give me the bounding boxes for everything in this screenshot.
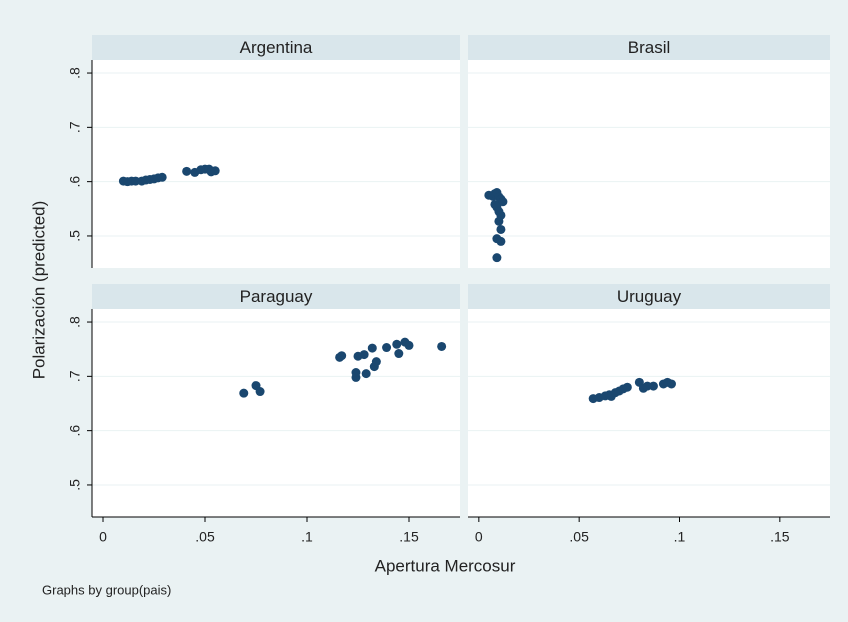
y-tick-label: .8	[67, 67, 83, 79]
note: Graphs by group(pais)	[42, 582, 171, 597]
point	[492, 253, 502, 263]
point	[337, 351, 347, 361]
panel-header	[92, 284, 460, 309]
panel-title: Brasil	[628, 38, 671, 57]
plot-area	[468, 309, 830, 517]
point	[494, 216, 504, 226]
point	[210, 166, 220, 176]
y-tick-label: .6	[67, 425, 83, 437]
x-tick-label: 0	[99, 529, 107, 545]
point	[404, 340, 414, 350]
point	[182, 166, 192, 176]
point	[498, 197, 508, 207]
point	[496, 236, 506, 246]
x-tick-label: .1	[301, 529, 313, 545]
y-tick-label: .7	[67, 121, 83, 133]
x-tick-label: .1	[674, 529, 686, 545]
x-tick-label: .15	[399, 529, 419, 545]
point	[157, 172, 167, 182]
x-axis-label: Apertura Mercosur	[375, 556, 516, 575]
point	[666, 379, 676, 389]
y-tick-label: .5	[67, 479, 83, 491]
y-tick-label: .8	[67, 316, 83, 328]
y-tick-label: .6	[67, 176, 83, 188]
point	[351, 368, 361, 378]
y-axis-label: Polarización (predicted)	[29, 201, 48, 380]
plot-area	[92, 60, 460, 268]
panel-header	[468, 284, 830, 309]
panel-title: Paraguay	[240, 287, 313, 306]
panel-header	[468, 35, 830, 60]
point	[437, 341, 447, 351]
panel-title: Uruguay	[617, 287, 682, 306]
point	[255, 387, 265, 397]
point	[382, 343, 392, 353]
point	[367, 343, 377, 353]
x-tick-label: .05	[569, 529, 589, 545]
y-tick-label: .5	[67, 230, 83, 242]
point	[371, 357, 381, 367]
x-tick-label: 0	[475, 529, 483, 545]
y-tick-label: .7	[67, 370, 83, 382]
x-tick-label: .05	[195, 529, 215, 545]
point	[648, 381, 658, 391]
point	[359, 350, 369, 360]
point	[622, 382, 632, 392]
point	[392, 339, 402, 349]
point	[239, 388, 249, 398]
point	[394, 349, 404, 359]
panel-header	[92, 35, 460, 60]
point	[361, 369, 371, 379]
point	[496, 224, 506, 234]
x-tick-label: .15	[770, 529, 790, 545]
plot-area	[468, 60, 830, 268]
panel-title: Argentina	[240, 38, 313, 57]
